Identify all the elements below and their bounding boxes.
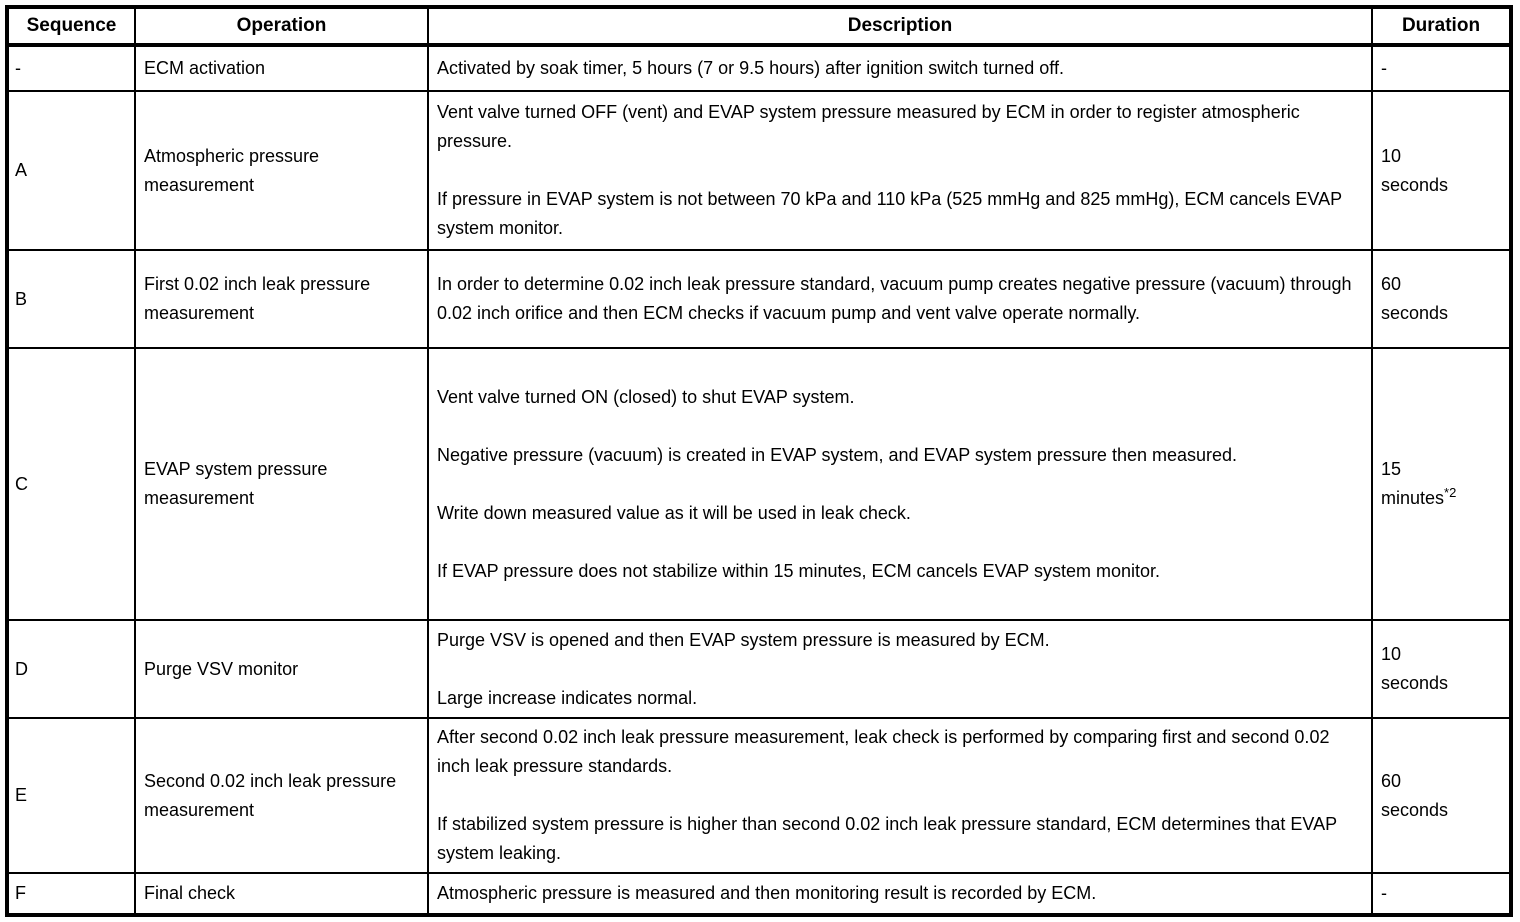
operation-cell: Second 0.02 inch leak pressure measureme… — [134, 717, 429, 874]
operation-cell: ECM activation — [134, 44, 429, 92]
column-header-description: Description — [427, 6, 1373, 47]
sequence-cell: - — [6, 44, 136, 92]
description-cell: Atmospheric pressure is measured and the… — [427, 872, 1373, 916]
duration-cell: 15 minutes*2 — [1371, 347, 1512, 621]
operation-cell: Final check — [134, 872, 429, 916]
column-header-operation: Operation — [134, 6, 429, 47]
sequence-cell: A — [6, 90, 136, 251]
operation-cell: First 0.02 inch leak pressure measuremen… — [134, 249, 429, 349]
description-cell: Vent valve turned ON (closed) to shut EV… — [427, 347, 1373, 621]
table-row: A Atmospheric pressure measurement Vent … — [6, 90, 1512, 251]
table-row: F Final check Atmospheric pressure is me… — [6, 872, 1512, 916]
description-cell: Vent valve turned OFF (vent) and EVAP sy… — [427, 90, 1373, 251]
duration-cell: 60 seconds — [1371, 249, 1512, 349]
duration-cell: - — [1371, 44, 1512, 92]
table-row: C EVAP system pressure measurement Vent … — [6, 347, 1512, 621]
table-row: E Second 0.02 inch leak pressure measure… — [6, 717, 1512, 874]
evap-monitor-sequence-table: Sequence Operation Description Duration … — [5, 5, 1513, 917]
description-cell: After second 0.02 inch leak pressure mea… — [427, 717, 1373, 874]
sequence-cell: E — [6, 717, 136, 874]
description-cell: In order to determine 0.02 inch leak pre… — [427, 249, 1373, 349]
duration-cell: - — [1371, 872, 1512, 916]
sequence-cell: C — [6, 347, 136, 621]
description-cell: Activated by soak timer, 5 hours (7 or 9… — [427, 44, 1373, 92]
duration-value: 15 minutes — [1381, 459, 1445, 508]
sequence-cell: B — [6, 249, 136, 349]
sequence-cell: D — [6, 619, 136, 719]
duration-footnote-marker: *2 — [1444, 485, 1457, 500]
table-row: D Purge VSV monitor Purge VSV is opened … — [6, 619, 1512, 719]
operation-cell: Atmospheric pressure measurement — [134, 90, 429, 251]
operation-cell: EVAP system pressure measurement — [134, 347, 429, 621]
duration-cell: 60 seconds — [1371, 717, 1512, 874]
sequence-cell: F — [6, 872, 136, 916]
operation-cell: Purge VSV monitor — [134, 619, 429, 719]
header-row: Sequence Operation Description Duration — [6, 6, 1512, 47]
duration-cell: 10 seconds — [1371, 619, 1512, 719]
column-header-duration: Duration — [1371, 6, 1512, 47]
column-header-sequence: Sequence — [6, 6, 136, 47]
description-cell: Purge VSV is opened and then EVAP system… — [427, 619, 1373, 719]
table-row: - ECM activation Activated by soak timer… — [6, 44, 1512, 92]
table-row: B First 0.02 inch leak pressure measurem… — [6, 249, 1512, 349]
duration-cell: 10 seconds — [1371, 90, 1512, 251]
